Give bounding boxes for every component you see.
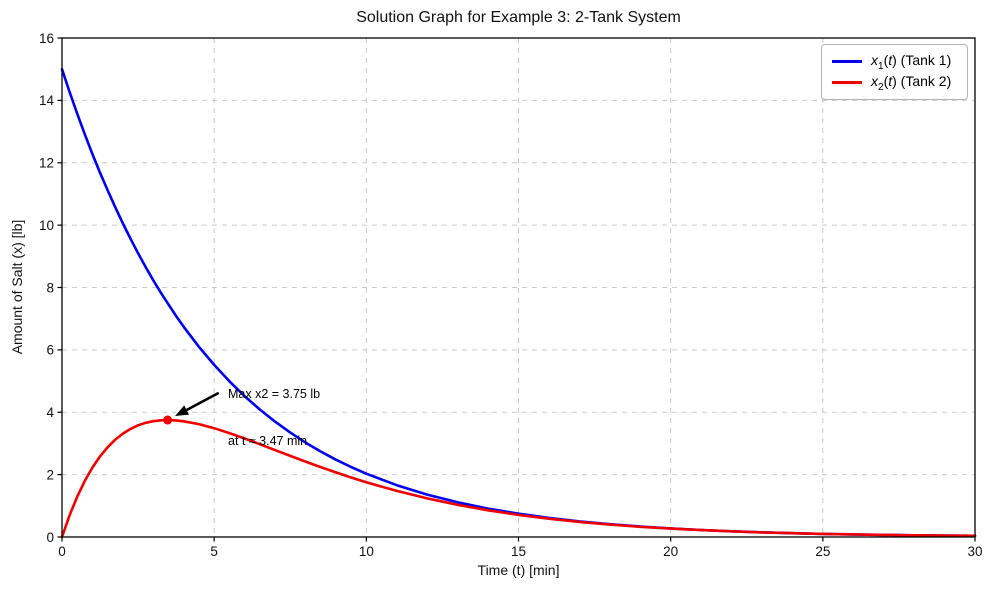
legend-var-tank2: x (871, 72, 878, 89)
y-tick-label: 2 (46, 467, 54, 482)
x-tick-label: 20 (663, 544, 678, 559)
chart-title: Solution Graph for Example 3: 2-Tank Sys… (356, 9, 681, 26)
legend-suffix-tank1: (Tank 1) (896, 51, 952, 68)
legend-label-tank2: x2(t) (Tank 2) (871, 73, 951, 93)
legend-tvar-tank2: t (888, 72, 893, 89)
y-tick-label: 6 (46, 343, 54, 358)
x-tick-label: 15 (511, 544, 526, 559)
curve-tank2 (60, 418, 977, 539)
y-tick-label: 10 (39, 218, 54, 233)
y-tick-label: 0 (46, 530, 54, 545)
legend-paren-open-tank1: ( (883, 51, 889, 68)
x-axis-label: Time (t) [min] (477, 562, 560, 578)
legend-paren-close-tank2: ) (892, 72, 897, 89)
legend-paren-close-tank1: ) (892, 51, 897, 68)
legend-suffix-tank2: (Tank 2) (896, 72, 952, 89)
legend-sub-tank2: 2 (878, 81, 884, 93)
legend-line-sample-tank1 (832, 59, 862, 63)
legend-label-tank1: x1(t) (Tank 1) (871, 52, 951, 72)
legend-item-tank1: x1(t) (Tank 1) (832, 52, 957, 72)
legend-line-sample-tank2 (832, 80, 862, 84)
legend-paren-open-tank2: ( (883, 72, 889, 89)
y-tick-label: 14 (39, 93, 55, 108)
y-axis-label: Amount of Salt (x) [lb] (9, 219, 25, 355)
legend-item-tank2: x2(t) (Tank 2) (832, 73, 957, 93)
y-tick-label: 12 (39, 156, 54, 171)
x-tick-label: 5 (210, 544, 218, 559)
x-tick-label: 30 (967, 544, 982, 559)
max-point-marker (163, 415, 173, 425)
x-tick-label: 25 (815, 544, 830, 559)
x-tick-label: 0 (58, 544, 66, 559)
y-tick-label: 4 (46, 405, 54, 420)
annotation-max-x2: Max x2 = 3.75 lb at t ≈ 3.47 min (228, 356, 320, 480)
x-tick-label: 10 (359, 544, 374, 559)
legend: x1(t) (Tank 1) x2(t) (Tank 2) (821, 44, 968, 100)
annotation-line-2: at t ≈ 3.47 min (228, 433, 308, 448)
legend-tvar-tank1: t (888, 51, 893, 68)
legend-sub-tank1: 1 (878, 60, 884, 72)
annotation-arrow-shaft (185, 391, 220, 412)
annotation-arrow-head (175, 405, 189, 417)
y-tick-label: 16 (39, 31, 54, 46)
y-tick-label: 8 (46, 280, 54, 295)
annotation-line-1: Max x2 = 3.75 lb (228, 387, 321, 401)
legend-var-tank1: x (871, 51, 878, 68)
